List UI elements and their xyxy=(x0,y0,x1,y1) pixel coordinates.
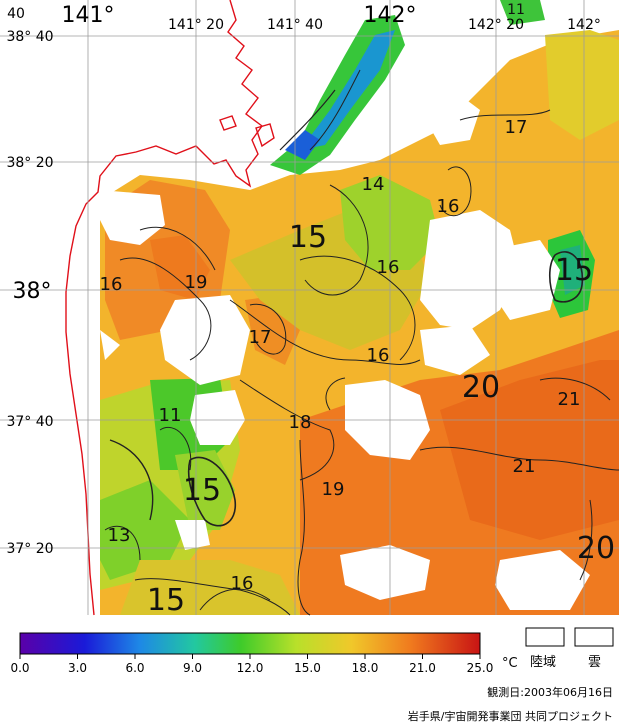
legend-tick-labels: 0.0 3.0 6.0 9.0 12.0 15.0 18.0 21.0 25.0 xyxy=(10,654,493,675)
isotherm-label: 20 xyxy=(577,531,615,566)
isotherm-contours xyxy=(104,69,619,616)
latitude-label: 37° 20 xyxy=(6,541,53,557)
isotherm-label: 20 xyxy=(462,370,500,405)
latitude-label: 38° 40 xyxy=(6,29,53,45)
longitude-label: 141° 20 xyxy=(168,17,224,33)
isotherm-label: 16 xyxy=(437,196,460,217)
isotherm-label: 15 xyxy=(147,583,185,618)
legend-tick-label: 18.0 xyxy=(352,661,379,675)
isotherm-label: 19 xyxy=(185,272,208,293)
isotherm-label: 15 xyxy=(289,220,327,255)
isotherm-label: 15 xyxy=(555,253,593,288)
latitude-labels: 38° 40 38° 20 38° 37° 40 37° 20 xyxy=(6,29,53,557)
longitude-labels: 40 141° 141° 20 141° 40 142° 142° 20 142° xyxy=(7,3,601,33)
isotherm-label: 21 xyxy=(558,389,581,410)
isotherm-labels: 11 17 14 16 15 16 15 16 19 17 16 20 21 11 18 21 15 19 13 20… xyxy=(100,2,616,618)
isotherm-label: 18 xyxy=(289,412,312,433)
land-swatch xyxy=(525,627,565,647)
isotherm-label: 14 xyxy=(362,174,385,195)
isotherm-label: 15 xyxy=(183,473,221,508)
isotherm-label: 16 xyxy=(231,573,254,594)
longitude-label: 142° xyxy=(364,3,417,28)
legend-tick-label: 3.0 xyxy=(68,661,87,675)
latitude-label: 37° 40 xyxy=(6,414,53,430)
color-legend: 0.0 3.0 6.0 9.0 12.0 15.0 18.0 21.0 25.0 °C 陸域 雲 xyxy=(10,627,614,675)
isotherm-label: 11 xyxy=(507,2,525,18)
isotherm-label: 11 xyxy=(159,405,182,426)
longitude-label: 142° xyxy=(567,17,601,33)
coastline xyxy=(65,0,275,616)
legend-tick-label: 21.0 xyxy=(409,661,436,675)
longitude-label: 141° xyxy=(62,3,115,28)
legend-unit: °C xyxy=(502,656,518,671)
longitude-label: 40 xyxy=(7,6,25,22)
isotherm-label: 16 xyxy=(100,274,123,295)
land-label: 陸域 xyxy=(530,654,556,670)
isotherm-label: 21 xyxy=(513,456,536,477)
legend-tick-label: 15.0 xyxy=(294,661,321,675)
isotherm-label: 16 xyxy=(377,257,400,278)
legend-color-bar xyxy=(19,632,481,655)
longitude-label: 141° 40 xyxy=(267,17,323,33)
cloud-mask xyxy=(100,95,590,610)
isotherm-label: 17 xyxy=(249,327,272,348)
observation-date: 観測日:2003年06月16日 xyxy=(487,686,613,699)
project-credit: 岩手県/宇宙開発事業団 共同プロジェクト xyxy=(407,710,613,723)
legend-tick-label: 6.0 xyxy=(125,661,144,675)
legend-tick-label: 9.0 xyxy=(183,661,202,675)
isotherm-label: 16 xyxy=(367,345,390,366)
isotherm-label: 13 xyxy=(108,525,131,546)
cloud-label: 雲 xyxy=(588,655,601,670)
latitude-label: 38° xyxy=(13,279,52,304)
cloud-swatch xyxy=(574,627,614,647)
isotherm-label: 19 xyxy=(322,479,345,500)
legend-tick-label: 25.0 xyxy=(467,661,494,675)
isotherm-label: 17 xyxy=(505,117,528,138)
longitude-label: 142° 20 xyxy=(468,17,524,33)
legend-tick-label: 12.0 xyxy=(237,661,264,675)
lat-lon-grid xyxy=(0,0,619,615)
legend-tick-label: 0.0 xyxy=(10,661,29,675)
land-area xyxy=(0,0,500,615)
latitude-label: 38° 20 xyxy=(6,155,53,171)
